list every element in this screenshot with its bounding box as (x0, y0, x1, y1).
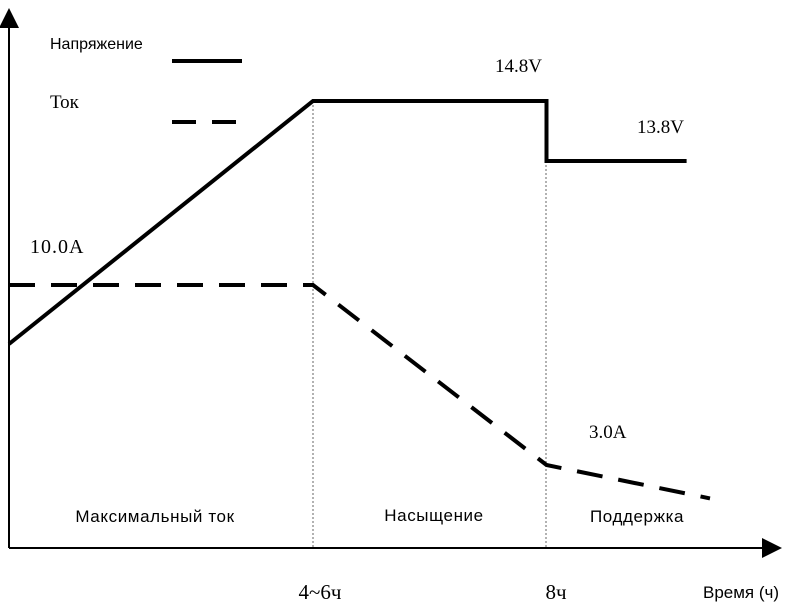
legend-current-label: Ток (50, 92, 80, 113)
label-10-0a: 10.0A (30, 236, 84, 258)
phase-label-max-current: Максимальный ток (75, 507, 234, 526)
label-14-8v: 14.8V (495, 56, 542, 77)
x-axis-label: Время (ч) (703, 583, 779, 602)
phase-label-float: Поддержка (590, 507, 684, 526)
label-3-0a: 3.0A (589, 422, 627, 443)
current-line (9, 283, 711, 501)
label-13-8v: 13.8V (637, 117, 684, 138)
voltage-line (7, 99, 687, 346)
x-tick-8h: 8ч (545, 580, 567, 603)
x-tick-4-6h: 4~6ч (299, 580, 342, 603)
phase-label-saturation: Насыщение (384, 506, 483, 525)
legend-voltage-label: Напряжение (50, 36, 143, 53)
